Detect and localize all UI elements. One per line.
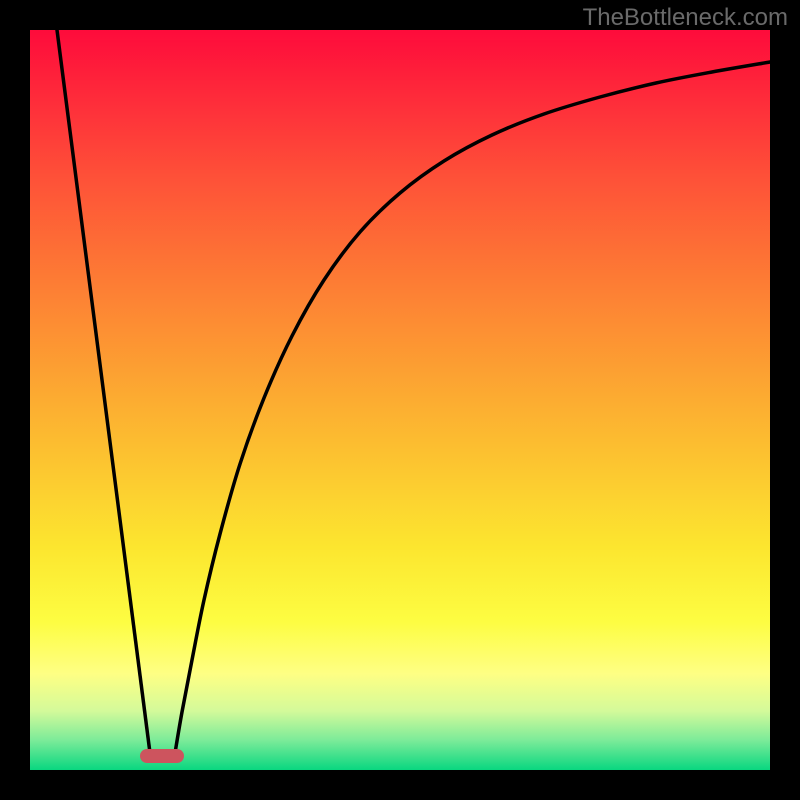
chart-container: TheBottleneck.com xyxy=(0,0,800,800)
plot-background xyxy=(30,30,770,770)
watermark-text: TheBottleneck.com xyxy=(583,4,788,32)
minimum-marker xyxy=(140,749,184,763)
bottleneck-chart xyxy=(0,0,800,800)
